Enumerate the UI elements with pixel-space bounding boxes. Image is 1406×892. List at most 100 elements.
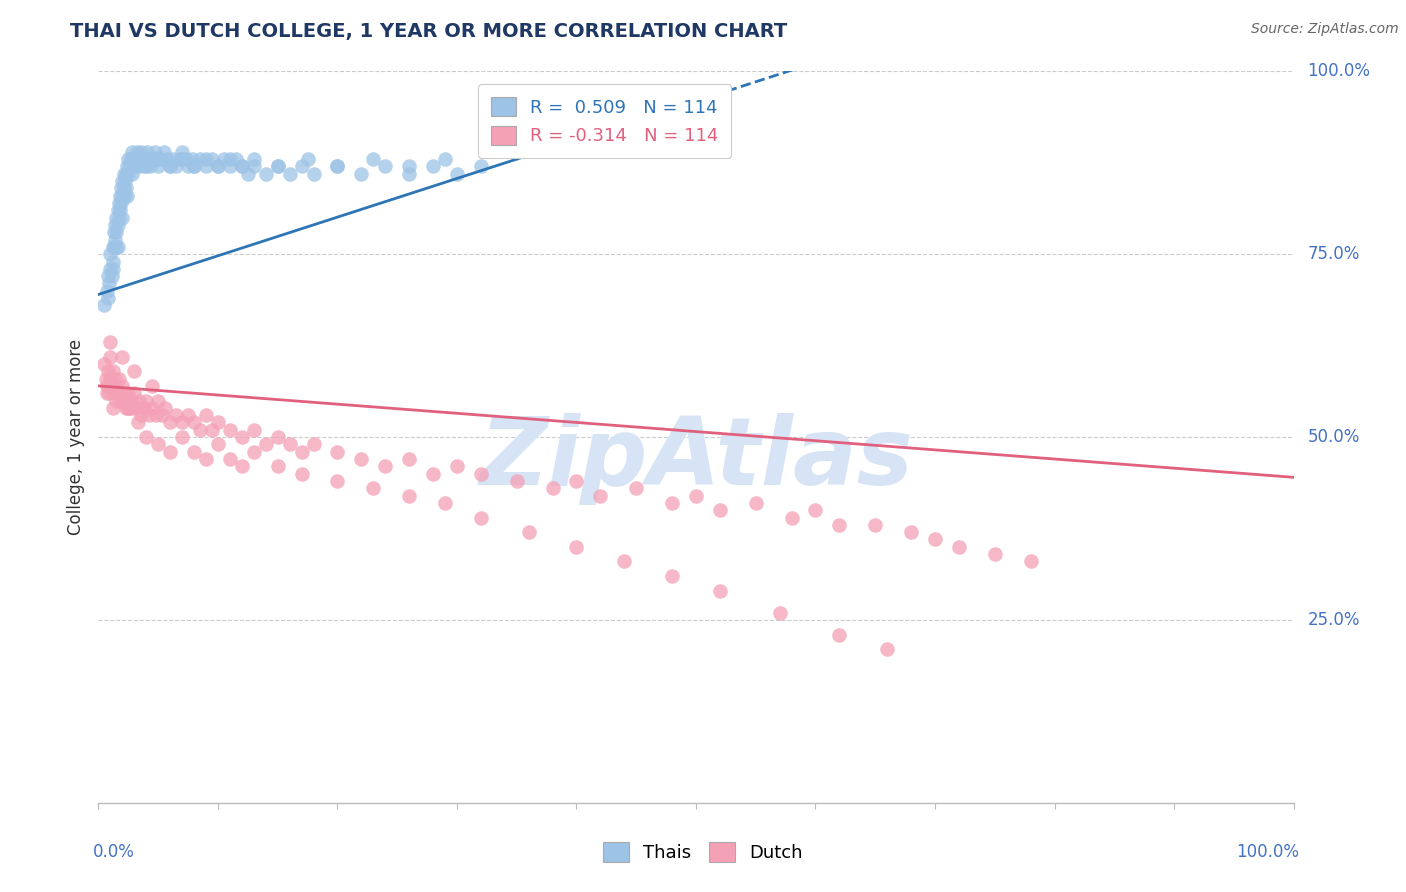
Point — [291, 444, 314, 458]
Point — [114, 174, 136, 188]
Point — [177, 160, 200, 174]
Point — [1019, 554, 1042, 568]
Point — [661, 569, 683, 583]
Point — [446, 459, 468, 474]
Point — [148, 152, 170, 166]
Point — [207, 437, 229, 451]
Point — [135, 152, 157, 166]
Point — [150, 408, 173, 422]
Point — [103, 225, 125, 239]
Point — [135, 393, 157, 408]
Text: Source: ZipAtlas.com: Source: ZipAtlas.com — [1251, 22, 1399, 37]
Point — [117, 386, 139, 401]
Point — [121, 145, 143, 159]
Point — [207, 416, 229, 430]
Point — [107, 218, 129, 232]
Point — [104, 218, 127, 232]
Point — [107, 240, 129, 254]
Point — [434, 496, 457, 510]
Point — [108, 188, 131, 202]
Point — [183, 444, 205, 458]
Point — [100, 269, 122, 284]
Point — [101, 254, 124, 268]
Point — [114, 188, 136, 202]
Point — [108, 386, 131, 401]
Point — [291, 467, 314, 481]
Point — [96, 379, 118, 393]
Point — [302, 437, 325, 451]
Point — [131, 408, 153, 422]
Point — [124, 160, 146, 174]
Point — [422, 160, 444, 174]
Point — [111, 188, 134, 202]
Point — [470, 467, 492, 481]
Text: 0.0%: 0.0% — [93, 843, 135, 861]
Point — [876, 642, 898, 657]
Point — [118, 401, 141, 415]
Point — [900, 525, 922, 540]
Point — [107, 203, 129, 218]
Text: ZipAtlas: ZipAtlas — [479, 413, 912, 505]
Point — [201, 152, 224, 166]
Point — [135, 430, 157, 444]
Point — [111, 174, 134, 188]
Point — [434, 152, 457, 166]
Point — [398, 489, 420, 503]
Point — [243, 152, 266, 166]
Point — [107, 211, 129, 225]
Point — [172, 145, 194, 159]
Point — [297, 152, 319, 166]
Point — [326, 160, 349, 174]
Point — [398, 160, 420, 174]
Point — [118, 160, 141, 174]
Point — [148, 393, 170, 408]
Point — [267, 160, 290, 174]
Point — [101, 240, 124, 254]
Point — [128, 160, 150, 174]
Point — [398, 167, 420, 181]
Point — [112, 167, 135, 181]
Point — [589, 489, 612, 503]
Point — [141, 401, 163, 415]
Point — [398, 452, 420, 467]
Point — [98, 247, 122, 261]
Point — [98, 386, 121, 401]
Point — [107, 386, 129, 401]
Point — [101, 261, 124, 276]
Point — [145, 152, 167, 166]
Point — [565, 474, 588, 488]
Point — [254, 167, 277, 181]
Point — [254, 437, 277, 451]
Point — [131, 152, 153, 166]
Point — [141, 379, 163, 393]
Point — [117, 152, 139, 166]
Point — [188, 423, 211, 437]
Point — [780, 510, 803, 524]
Text: THAI VS DUTCH COLLEGE, 1 YEAR OR MORE CORRELATION CHART: THAI VS DUTCH COLLEGE, 1 YEAR OR MORE CO… — [70, 22, 787, 41]
Point — [350, 452, 373, 467]
Point — [138, 408, 160, 422]
Point — [124, 152, 146, 166]
Point — [195, 408, 218, 422]
Point — [97, 269, 120, 284]
Point — [183, 160, 205, 174]
Point — [139, 160, 162, 174]
Point — [131, 145, 153, 159]
Point — [125, 160, 148, 174]
Point — [924, 533, 946, 547]
Point — [115, 181, 138, 195]
Point — [363, 481, 385, 495]
Point — [117, 401, 139, 415]
Point — [685, 489, 707, 503]
Point — [948, 540, 970, 554]
Point — [108, 386, 131, 401]
Point — [100, 379, 122, 393]
Point — [107, 371, 129, 385]
Point — [155, 152, 177, 166]
Point — [108, 203, 131, 218]
Point — [422, 467, 444, 481]
Point — [195, 152, 218, 166]
Point — [172, 416, 194, 430]
Point — [110, 181, 132, 195]
Point — [326, 474, 349, 488]
